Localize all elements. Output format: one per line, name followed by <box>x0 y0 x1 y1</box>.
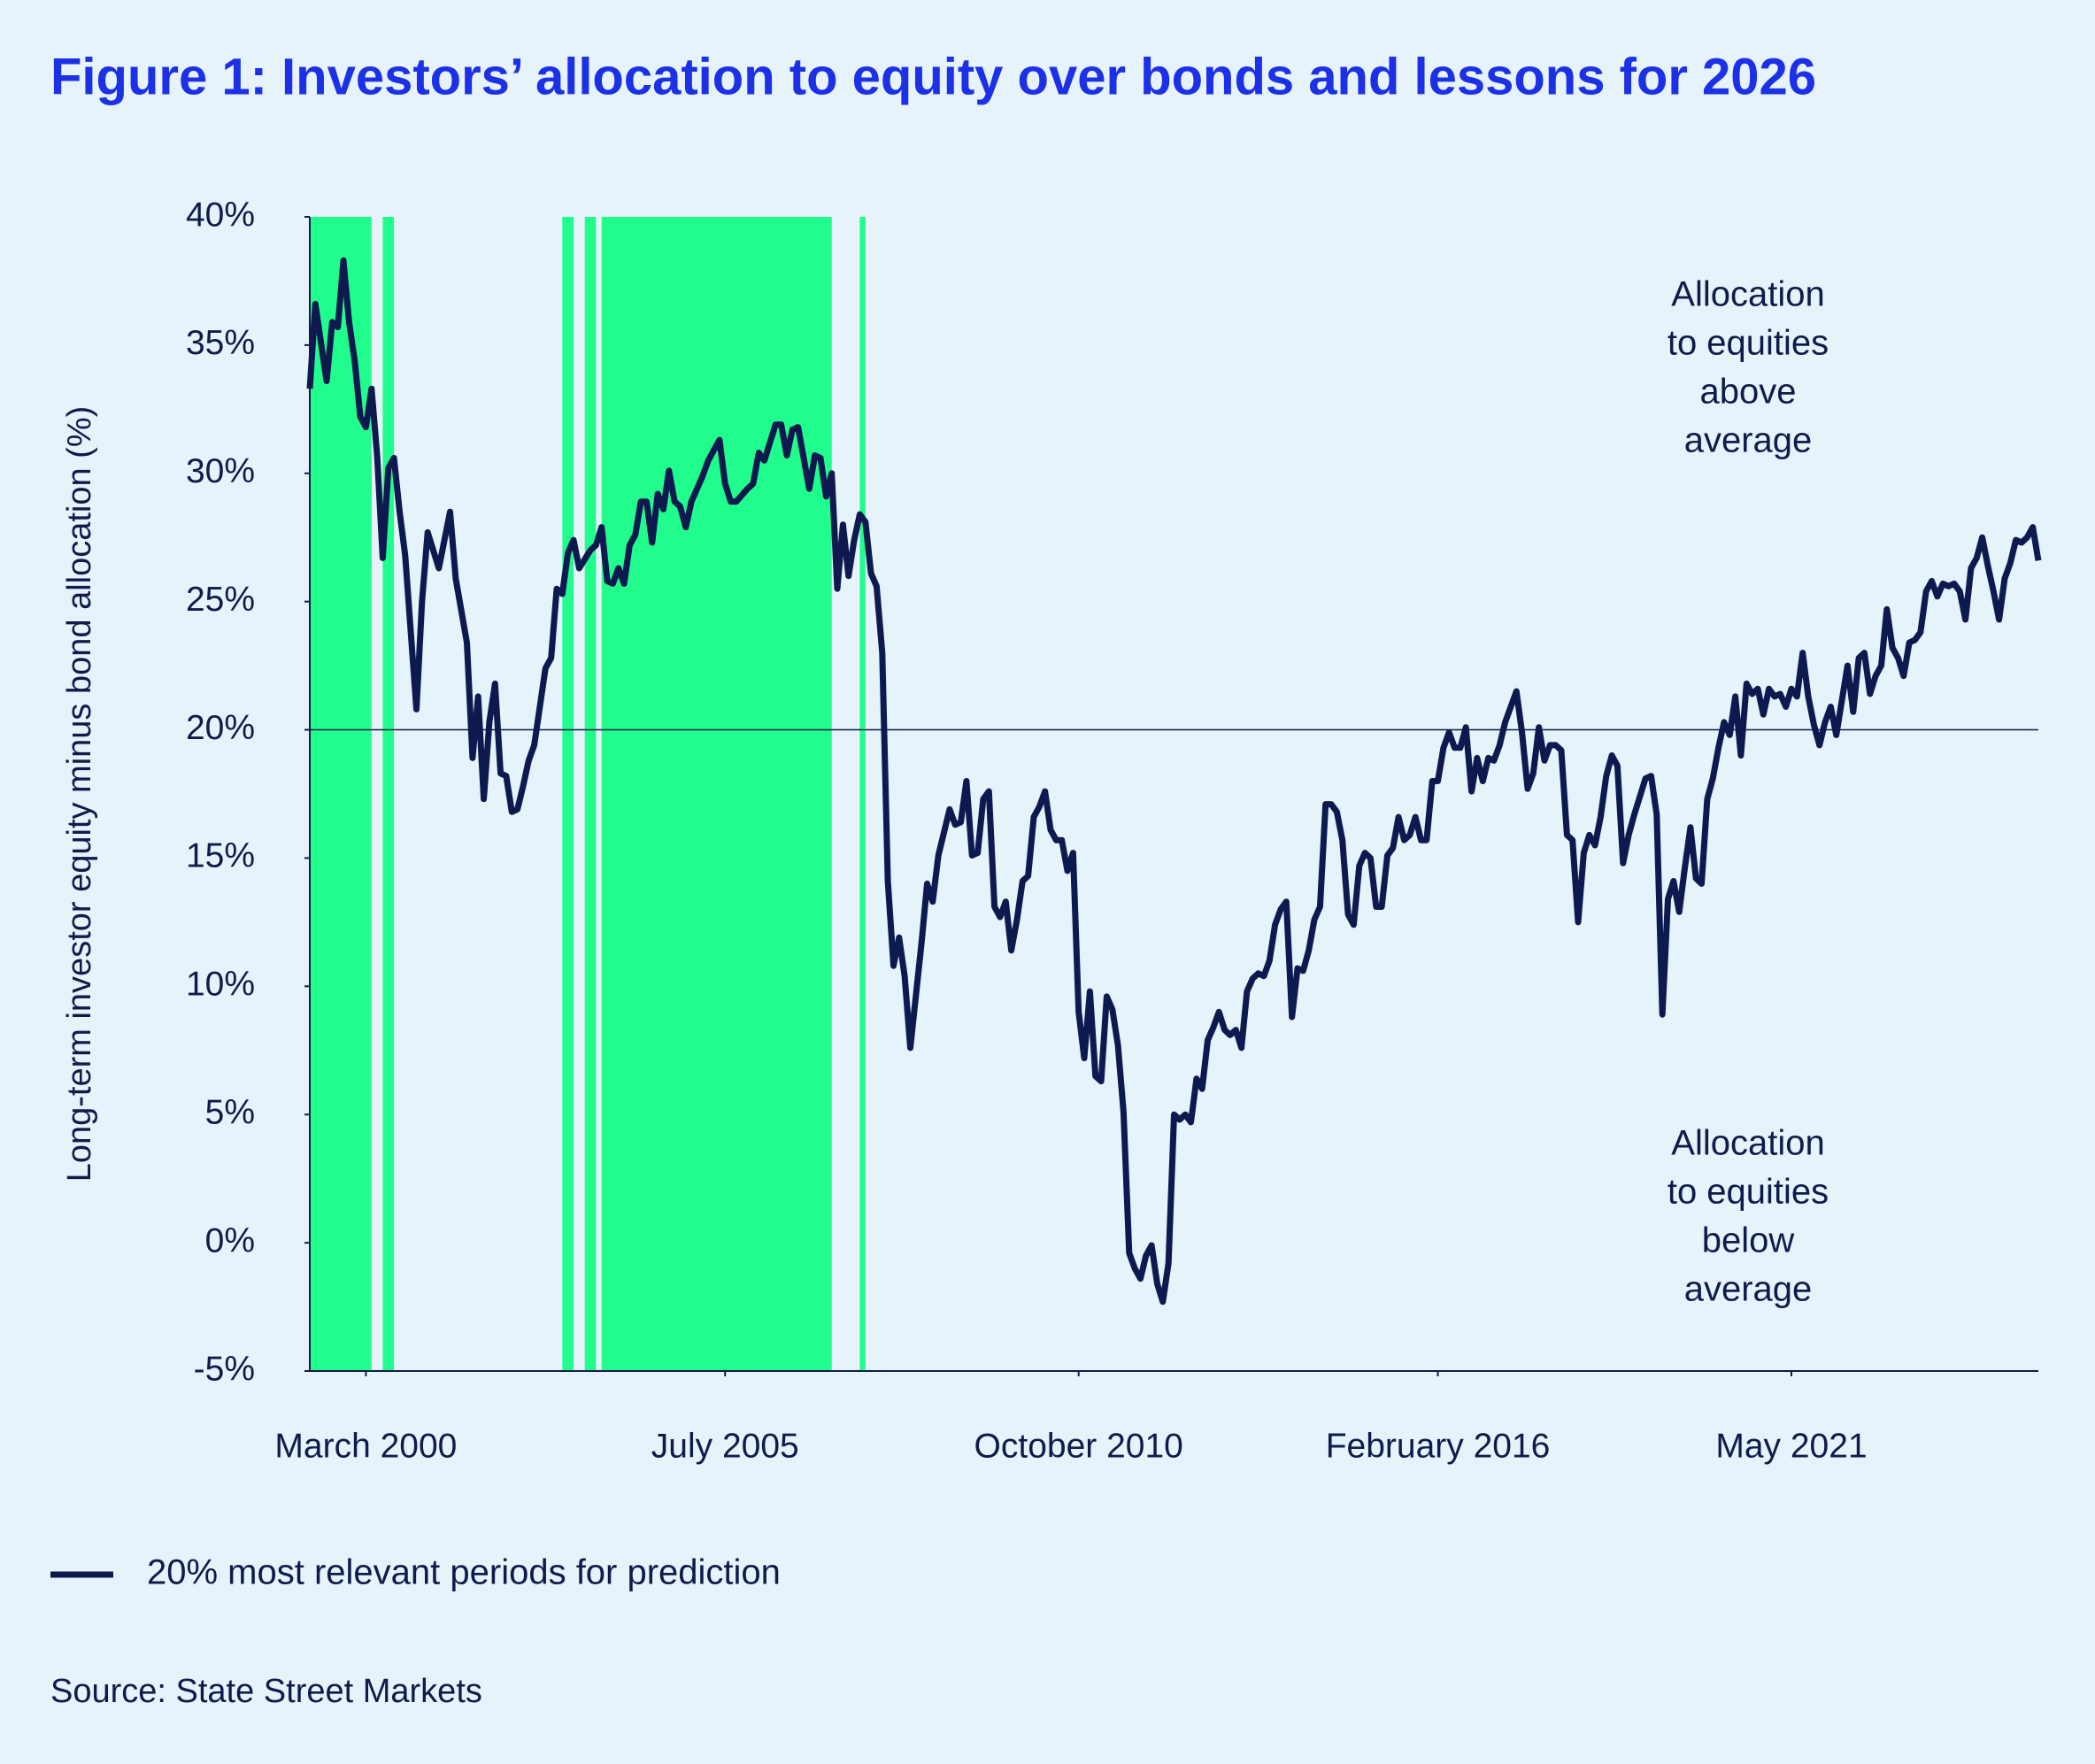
shaded-period <box>562 217 574 1371</box>
annotation: to equities <box>1668 324 1829 363</box>
shaded-period <box>310 217 372 1371</box>
y-tick-label: 20% <box>186 709 255 747</box>
y-tick-label: 35% <box>186 324 255 362</box>
annotation: average <box>1684 1270 1813 1309</box>
annotation: Allocation <box>1671 275 1824 314</box>
annotation: average <box>1684 421 1813 460</box>
shaded-period <box>601 217 832 1371</box>
source: Source: State Street Markets <box>50 1673 482 1710</box>
data-line <box>306 257 2042 1306</box>
annotation: below <box>1702 1221 1795 1260</box>
x-tick-label: March 2000 <box>274 1427 457 1465</box>
y-tick-label: 10% <box>186 966 255 1004</box>
y-tick-label: 25% <box>186 581 255 619</box>
legend-label: 20% most relevant periods for prediction <box>147 1553 781 1592</box>
annotation: to equities <box>1668 1173 1829 1212</box>
x-tick-label: October 2010 <box>974 1427 1183 1465</box>
y-tick-label: -5% <box>194 1350 255 1388</box>
x-tick-label: July 2005 <box>651 1427 799 1465</box>
y-tick-label: 0% <box>205 1221 255 1259</box>
x-tick-label: February 2016 <box>1326 1427 1551 1465</box>
x-tick-label: May 2021 <box>1715 1427 1867 1465</box>
annotation: above <box>1700 373 1797 412</box>
y-tick-label: 5% <box>205 1094 255 1132</box>
y-tick-label: 40% <box>186 196 255 234</box>
shaded-period <box>859 217 866 1371</box>
annotation: Allocation <box>1671 1124 1824 1163</box>
chart-title: Figure 1: Investors’ allocation to equit… <box>50 48 1816 105</box>
shaded-period <box>382 217 395 1371</box>
y-tick-label: 30% <box>186 452 255 490</box>
y-axis-label: Long-term investor equity minus bond all… <box>61 406 98 1182</box>
shaded-period <box>584 217 597 1371</box>
y-tick-label: 15% <box>186 837 255 875</box>
